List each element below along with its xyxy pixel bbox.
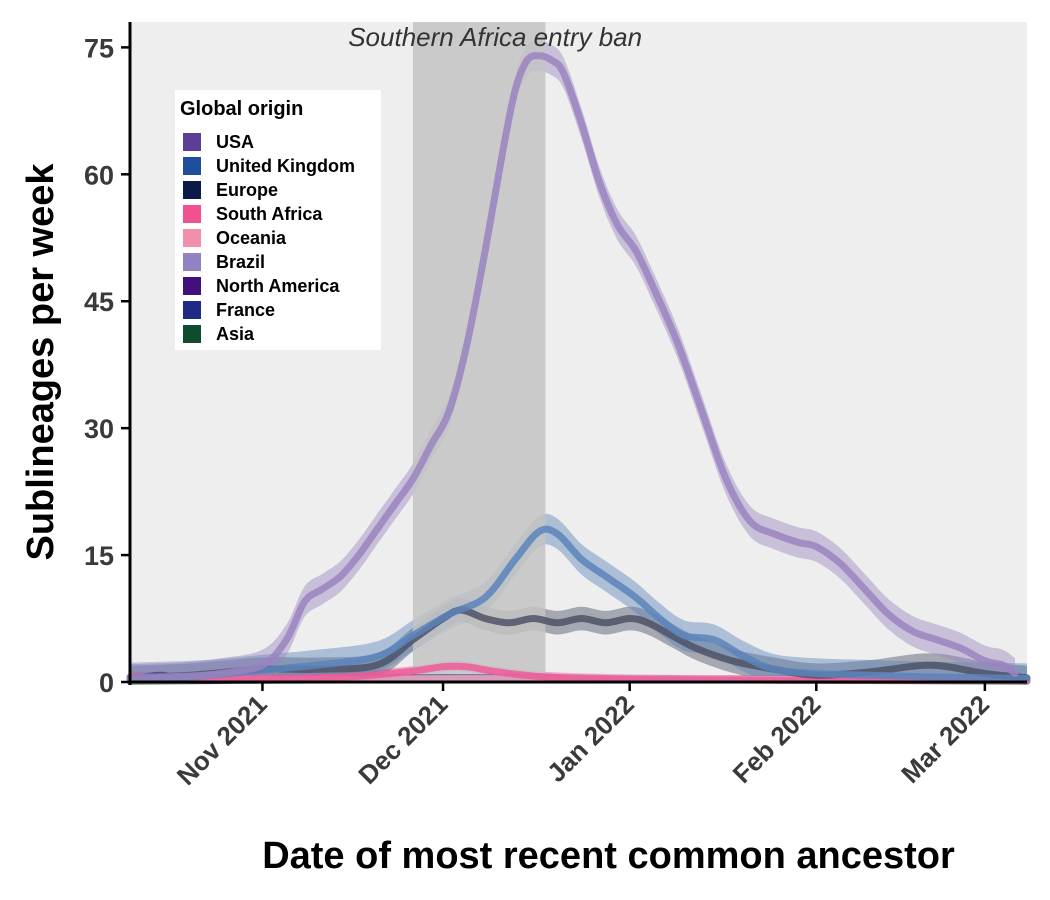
legend-label-united-kingdom: United Kingdom (216, 156, 355, 176)
legend-swatch-oceania (183, 229, 201, 247)
legend-items: USA United Kingdom Europe South Africa Ocean… (183, 132, 355, 344)
x-axis: Nov 2021 Dec 2021 Jan 2022 Feb 2022 Mar 2022 (129, 680, 1027, 791)
y-tick-label: 45 (84, 287, 114, 317)
x-axis-title: Date of most recent common ancestor (262, 835, 955, 877)
legend-background (175, 90, 381, 350)
series-lines (126, 52, 1031, 685)
legend-label-brazil: Brazil (216, 252, 265, 272)
legend-swatch-europe (183, 181, 201, 199)
x-tick-label: Feb 2022 (727, 689, 827, 789)
legend-swatch-brazil (183, 253, 201, 271)
legend-label-asia: Asia (216, 324, 255, 344)
y-tick-label: 60 (84, 160, 114, 190)
y-tick-label: 30 (84, 414, 114, 444)
legend-label-europe: Europe (216, 180, 278, 200)
legend-label-south-africa: South Africa (216, 204, 323, 224)
y-axis-title: Sublineages per week (20, 163, 62, 561)
legend-label-north-america: North America (216, 276, 340, 296)
legend-label-usa: USA (216, 132, 254, 152)
x-tick-label: Jan 2022 (541, 689, 640, 788)
y-axis: 0 15 30 45 60 75 (84, 22, 132, 698)
entry-ban-shading (412, 22, 546, 682)
line-united-kingdom (126, 525, 1031, 683)
legend-swatch-north-america (183, 277, 201, 295)
legend-swatch-south-africa (183, 205, 201, 223)
legend: Global origin USA United Kingdom Europe Sou… (175, 90, 381, 350)
legend-title: Global origin (180, 98, 303, 120)
legend-label-oceania: Oceania (216, 228, 287, 248)
x-tick-label: Nov 2021 (171, 689, 273, 791)
line-south-africa (126, 662, 1031, 684)
legend-swatch-asia (183, 325, 201, 343)
legend-label-france: France (216, 300, 275, 320)
line-brazil (126, 52, 1019, 682)
legend-swatch-france (183, 301, 201, 319)
y-tick-label: 0 (99, 668, 114, 698)
legend-swatch-united-kingdom (183, 157, 201, 175)
y-tick-label: 15 (84, 541, 114, 571)
x-tick-label: Dec 2021 (352, 689, 453, 790)
legend-swatch-usa (183, 133, 201, 151)
y-tick-label: 75 (84, 33, 114, 63)
x-tick-label: Mar 2022 (895, 689, 995, 789)
entry-ban-annotation: Southern Africa entry ban (348, 22, 642, 52)
